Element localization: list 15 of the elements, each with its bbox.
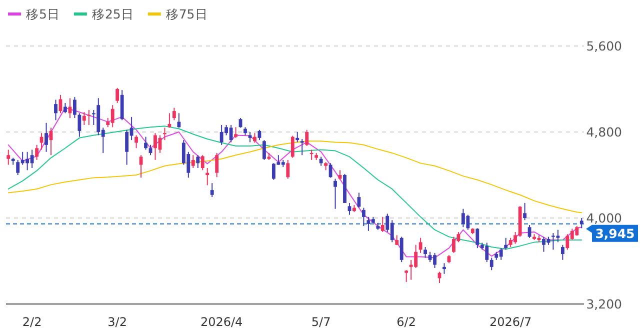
y-tick-label: 4,000 [586,210,622,226]
x-tick-label: 5/7 [311,315,331,329]
x-tick-label: 2026/4 [200,315,243,329]
y-tick-label: 5,600 [586,38,622,54]
x-tick-label: 2/2 [22,315,42,329]
legend-label: 移25日 [92,6,134,22]
x-tick-label: 2026/7 [489,315,532,329]
legend-label: 移75日 [166,6,208,22]
legend-label: 移5日 [26,6,60,22]
x-tick-label: 6/2 [396,315,416,329]
x-tick-label: 3/2 [108,315,127,329]
ref-line-label: 3,945 [595,226,635,241]
ref-label: 3,945 [586,224,638,242]
y-tick-label: 3,200 [586,296,622,312]
y-tick-label: 4,800 [586,124,622,140]
